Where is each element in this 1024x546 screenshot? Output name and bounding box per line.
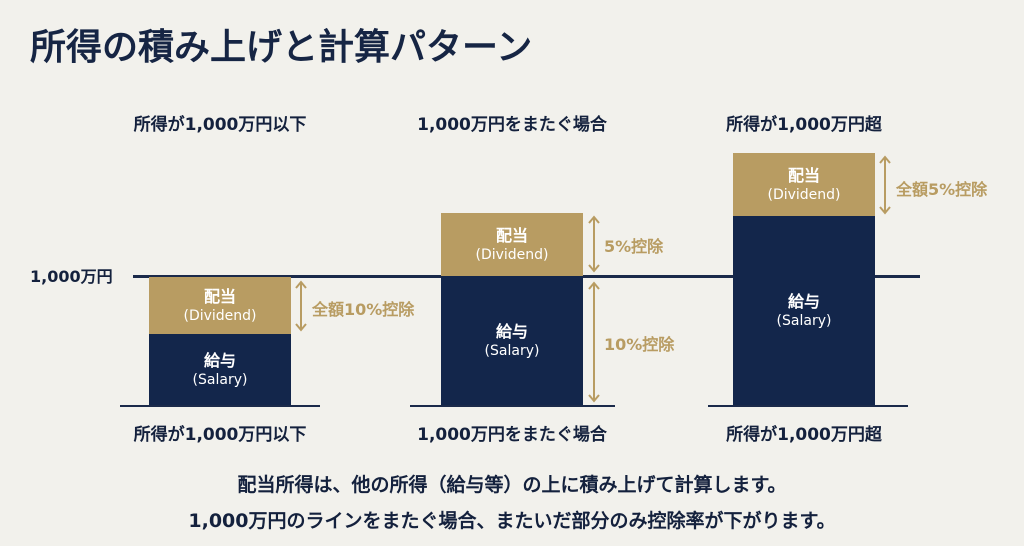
salary-sublabel: (Salary) bbox=[776, 312, 832, 329]
bracket-arrow bbox=[588, 215, 600, 273]
deduction-annotation: 全額5%控除 bbox=[896, 180, 988, 199]
column-header-above: 所得が1,000万円超 bbox=[726, 115, 882, 135]
dividend-label: 配当 bbox=[495, 225, 528, 245]
bracket-arrow bbox=[295, 280, 307, 332]
column-header-crossing: 1,000万円をまたぐ場合 bbox=[417, 115, 607, 135]
threshold-label: 1,000万円 bbox=[30, 267, 113, 286]
baseline-above bbox=[708, 405, 908, 407]
dividend-label: 配当 bbox=[787, 165, 820, 185]
dividend-sublabel: (Dividend) bbox=[767, 186, 841, 203]
salary-block-above: 給与 (Salary) bbox=[733, 216, 875, 405]
dividend-block-below: 配当 (Dividend) bbox=[149, 277, 291, 334]
deduction-annotation: 全額10%控除 bbox=[312, 300, 415, 319]
page-title: 所得の積み上げと計算パターン bbox=[30, 27, 533, 68]
salary-label: 給与 bbox=[203, 350, 236, 370]
dividend-sublabel: (Dividend) bbox=[183, 307, 257, 324]
column-footer-below: 所得が1,000万円以下 bbox=[133, 425, 307, 445]
salary-block-below: 給与 (Salary) bbox=[149, 334, 291, 405]
deduction-annotation: 10%控除 bbox=[604, 335, 675, 354]
caption-line-1: 配当所得は、他の所得（給与等）の上に積み上げて計算します。 bbox=[237, 474, 787, 496]
column-header-below: 所得が1,000万円以下 bbox=[133, 115, 307, 135]
bracket-arrow bbox=[879, 155, 891, 215]
baseline-crossing bbox=[410, 405, 615, 407]
salary-block-crossing: 給与 (Salary) bbox=[441, 276, 583, 405]
salary-label: 給与 bbox=[495, 321, 528, 341]
dividend-block-above: 配当 (Dividend) bbox=[733, 153, 875, 216]
dividend-sublabel: (Dividend) bbox=[475, 246, 549, 263]
salary-label: 給与 bbox=[787, 291, 820, 311]
baseline-below bbox=[120, 405, 320, 407]
caption-line-2: 1,000万円のラインをまたぐ場合、またいだ部分のみ控除率が下がります。 bbox=[188, 510, 836, 532]
column-footer-crossing: 1,000万円をまたぐ場合 bbox=[417, 425, 607, 445]
dividend-label: 配当 bbox=[203, 286, 236, 306]
bracket-arrow bbox=[588, 281, 600, 403]
salary-sublabel: (Salary) bbox=[192, 371, 248, 388]
column-footer-above: 所得が1,000万円超 bbox=[726, 425, 882, 445]
dividend-block-crossing: 配当 (Dividend) bbox=[441, 213, 583, 276]
deduction-annotation: 5%控除 bbox=[604, 237, 664, 256]
salary-sublabel: (Salary) bbox=[484, 342, 540, 359]
